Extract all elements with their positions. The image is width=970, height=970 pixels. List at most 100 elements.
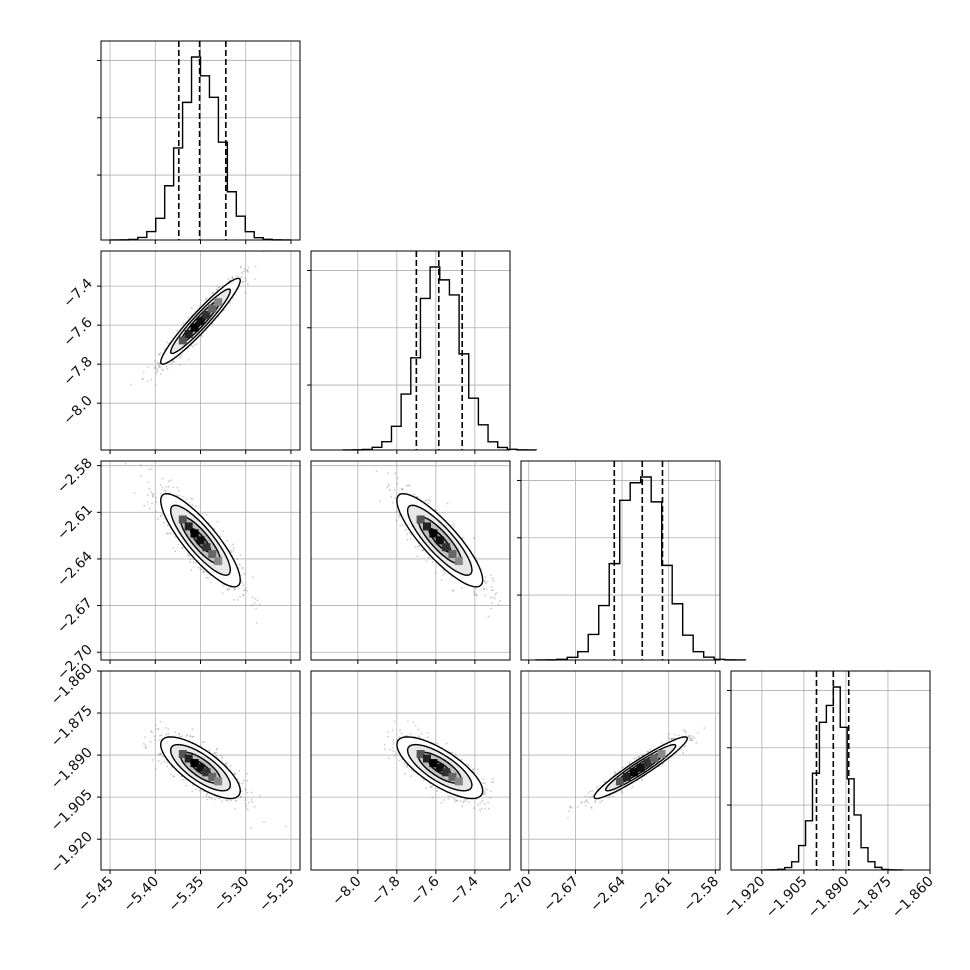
sample-point <box>417 545 419 548</box>
sample-point <box>246 791 249 794</box>
sample-point <box>429 786 432 788</box>
sample-point <box>205 513 208 516</box>
sample-point <box>147 494 149 497</box>
sample-point <box>221 756 224 759</box>
sample-point <box>179 364 181 366</box>
sample-point <box>490 607 492 610</box>
sample-point <box>179 736 182 738</box>
sample-point <box>431 561 434 563</box>
sample-point <box>241 581 243 584</box>
sample-point <box>190 344 193 347</box>
sample-point <box>494 593 496 596</box>
sample-point <box>147 481 150 483</box>
sample-point <box>154 497 157 499</box>
sample-point <box>158 354 161 356</box>
sample-point <box>139 464 142 466</box>
density-bins <box>178 750 223 786</box>
density-bin <box>416 750 425 758</box>
sample-point <box>230 551 233 553</box>
sample-point <box>395 510 398 513</box>
sample-point <box>242 594 245 597</box>
sample-point <box>497 603 500 606</box>
sample-point <box>209 796 212 799</box>
sample-point <box>576 806 579 808</box>
sample-point <box>454 753 457 755</box>
sample-point <box>224 763 227 765</box>
sample-point <box>151 731 153 734</box>
sample-point <box>479 802 482 804</box>
sample-point <box>232 598 235 601</box>
sample-point <box>690 739 693 742</box>
sample-point <box>240 796 243 799</box>
sample-point <box>424 500 427 502</box>
sample-point <box>152 493 155 495</box>
sample-point <box>205 795 208 798</box>
sample-point <box>189 561 191 563</box>
sample-point <box>164 490 167 493</box>
sample-point <box>166 765 169 768</box>
sample-point <box>452 797 455 799</box>
sample-point <box>434 509 437 511</box>
sample-point <box>151 493 154 496</box>
density-bin <box>423 522 431 531</box>
density-bin <box>184 522 193 531</box>
sample-point <box>139 475 142 477</box>
sample-point <box>189 735 192 738</box>
panel-content <box>130 251 265 386</box>
sample-point <box>154 383 157 386</box>
sample-point <box>244 586 247 589</box>
sample-point <box>491 602 493 604</box>
sample-point <box>243 572 246 575</box>
sample-point <box>241 566 244 569</box>
sample-point <box>159 753 162 756</box>
sample-point <box>161 369 164 371</box>
sample-point <box>428 498 430 501</box>
panel-content <box>384 720 494 811</box>
sample-point <box>440 802 443 804</box>
sample-point <box>201 568 203 571</box>
sample-point <box>234 772 237 775</box>
panel-frame <box>310 250 511 451</box>
sample-point <box>170 479 172 482</box>
sample-point <box>445 742 448 745</box>
sample-point <box>440 579 443 581</box>
sample-point <box>450 576 453 578</box>
sample-point <box>396 456 398 458</box>
sample-point <box>404 529 407 531</box>
panel-frame <box>730 670 931 871</box>
sample-point <box>484 580 486 583</box>
sample-point <box>401 523 404 526</box>
sample-point <box>460 758 463 761</box>
sample-point <box>481 800 484 803</box>
sample-point <box>464 798 466 801</box>
sample-point <box>396 482 398 485</box>
sample-point <box>476 594 478 597</box>
sample-point <box>164 727 167 729</box>
sample-point <box>242 270 245 273</box>
sample-point <box>238 563 241 566</box>
sample-point <box>227 278 230 280</box>
sample-point <box>173 361 175 363</box>
histogram-panel-3 <box>727 670 931 874</box>
sample-point <box>384 748 386 751</box>
sample-point <box>410 775 412 778</box>
sample-point <box>635 756 638 759</box>
sample-point <box>233 773 236 776</box>
sample-point <box>167 733 170 735</box>
sample-point <box>393 720 396 723</box>
sample-point <box>407 720 409 723</box>
sample-point <box>240 276 243 278</box>
density-bin <box>190 759 199 768</box>
sample-point <box>427 736 430 739</box>
sample-point <box>482 778 485 780</box>
sample-point <box>192 561 195 564</box>
panel-frame <box>520 460 721 661</box>
sample-point <box>229 764 232 767</box>
sample-point <box>476 768 479 771</box>
sample-point <box>244 789 247 791</box>
sample-point <box>464 800 467 802</box>
sample-point <box>165 532 168 535</box>
panel-content <box>142 721 287 829</box>
sample-point <box>228 588 231 591</box>
sample-point <box>146 380 149 383</box>
